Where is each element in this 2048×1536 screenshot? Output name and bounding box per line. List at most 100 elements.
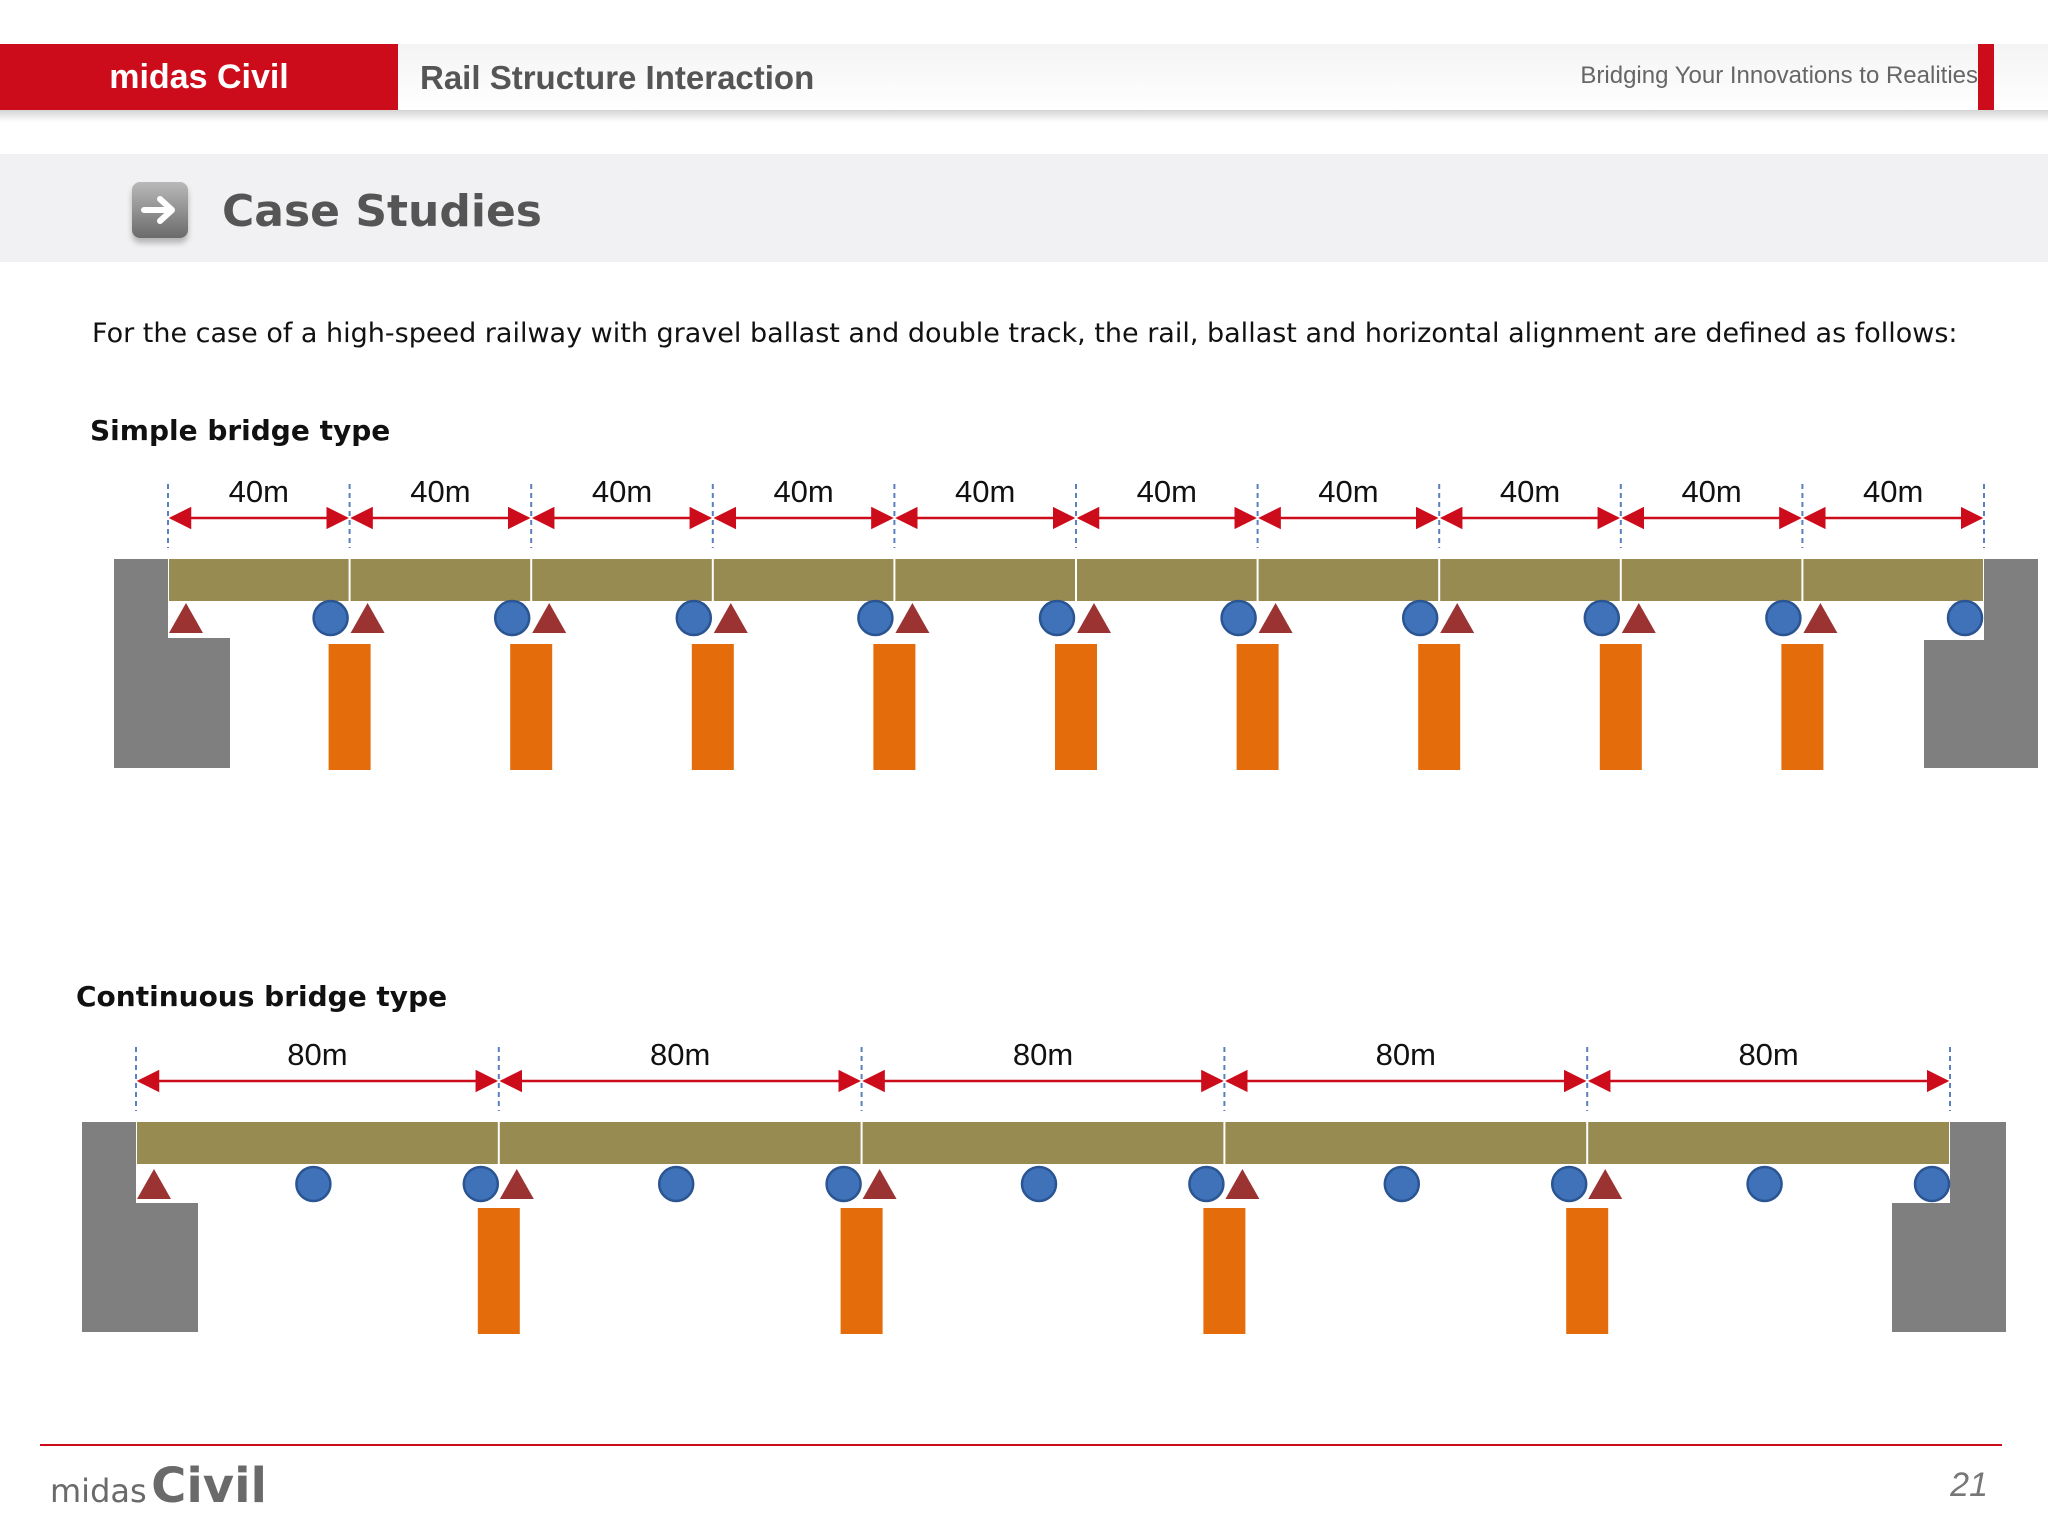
footer-divider — [40, 1444, 2002, 1446]
header-accent — [1978, 44, 1994, 110]
movable-bearing-circle — [1913, 1165, 1951, 1203]
span-length-label: 40m — [592, 474, 652, 509]
movable-bearing-circle — [1038, 599, 1076, 637]
span-length-label: 40m — [955, 474, 1015, 509]
deck-segment — [713, 559, 894, 601]
span-length-label: 40m — [410, 474, 470, 509]
pier — [1236, 644, 1279, 770]
fixed-bearing-triangle — [499, 1169, 534, 1199]
movable-bearing-circle — [462, 1165, 500, 1203]
deck-segment — [1440, 559, 1620, 601]
header-shadow — [0, 110, 2048, 122]
footer-logo: midas Civil — [50, 1458, 267, 1514]
fixed-bearing-triangle — [1077, 603, 1111, 633]
span-length-label: 80m — [1738, 1037, 1798, 1072]
fixed-bearing-triangle — [1225, 1169, 1260, 1199]
movable-bearing-circle — [1401, 599, 1439, 637]
fixed-bearing-triangle — [713, 603, 748, 633]
arrow-right-icon — [132, 182, 188, 238]
deck-segment — [862, 1122, 1224, 1164]
right-abutment — [1924, 559, 2038, 768]
deck-segment — [1258, 559, 1439, 601]
span-length-label: 40m — [229, 474, 289, 509]
fixed-bearing-triangle — [350, 603, 385, 633]
deck-segment — [895, 559, 1075, 601]
span-length-label: 40m — [773, 474, 833, 509]
movable-bearing-circle — [857, 599, 894, 637]
fixed-bearing-triangle — [169, 603, 203, 633]
tagline: Bridging Your Innovations to Realities — [1580, 62, 1978, 89]
deck-segment — [532, 559, 712, 601]
section-header-band — [0, 154, 2048, 262]
span-length-label: 40m — [1318, 474, 1378, 509]
fixed-bearing-triangle — [532, 603, 567, 633]
pier — [477, 1208, 520, 1334]
pier — [328, 644, 371, 770]
movable-bearing-circle — [295, 1165, 332, 1203]
span-length-label: 40m — [1500, 474, 1560, 509]
fixed-bearing-triangle — [1258, 603, 1293, 633]
simple-bridge-label: Simple bridge type — [90, 414, 391, 447]
intro-text: For the case of a high-speed railway wit… — [92, 318, 1958, 349]
pier — [510, 644, 553, 770]
fixed-bearing-triangle — [1803, 603, 1838, 633]
fixed-bearing-triangle — [1588, 1169, 1623, 1199]
pier — [1055, 644, 1097, 770]
span-length-label: 80m — [650, 1037, 710, 1072]
fixed-bearing-triangle — [862, 1169, 897, 1199]
deck-segment — [1803, 559, 1983, 601]
movable-bearing-circle — [1946, 599, 1984, 637]
movable-bearing-circle — [1220, 599, 1257, 637]
section-title: Case Studies — [222, 186, 542, 237]
movable-bearing-circle — [657, 1165, 695, 1203]
movable-bearing-circle — [493, 599, 531, 637]
simple-bridge-diagram: 40m 40m 40m 40m 40m 40m 40m 40m 40m 40m — [114, 474, 2038, 770]
continuous-bridge-diagram: 80m 80m 80m 80m 80m — [82, 1037, 2006, 1334]
movable-bearing-circle — [312, 599, 349, 637]
left-abutment — [82, 1122, 198, 1332]
movable-bearing-circle — [1020, 1165, 1058, 1203]
pier — [1203, 1208, 1246, 1334]
deck-segment — [1621, 559, 1802, 601]
pier — [1566, 1208, 1609, 1334]
fixed-bearing-triangle — [1621, 603, 1656, 633]
deck-segment — [137, 1122, 498, 1164]
deck-segment — [499, 1122, 861, 1164]
deck-segment — [350, 559, 531, 601]
movable-bearing-circle — [1765, 599, 1802, 637]
deck-segment — [1225, 1122, 1587, 1164]
span-length-label: 40m — [1863, 474, 1923, 509]
movable-bearing-circle — [1746, 1165, 1783, 1203]
span-length-label: 40m — [1681, 474, 1741, 509]
span-length-label: 80m — [1376, 1037, 1436, 1072]
right-abutment — [1892, 1122, 2006, 1332]
movable-bearing-circle — [1550, 1165, 1588, 1203]
movable-bearing-circle — [675, 599, 713, 637]
pier — [1418, 644, 1461, 770]
pier — [1781, 644, 1824, 770]
pier — [873, 644, 916, 770]
document-title: Rail Structure Interaction — [420, 59, 815, 96]
fixed-bearing-triangle — [895, 603, 930, 633]
movable-bearing-circle — [1383, 1165, 1421, 1203]
footer-logo-big: Civil — [151, 1458, 267, 1514]
page-number: 21 — [1950, 1466, 1988, 1504]
brand-logo: midas Civil — [0, 44, 398, 110]
deck-segment — [169, 559, 349, 601]
movable-bearing-circle — [1583, 599, 1621, 637]
left-abutment — [114, 559, 230, 768]
footer-logo-small: midas — [50, 1472, 147, 1510]
fixed-bearing-triangle — [137, 1169, 171, 1199]
movable-bearing-circle — [825, 1165, 862, 1203]
deck-segment — [1077, 559, 1257, 601]
continuous-bridge-label: Continuous bridge type — [76, 980, 448, 1013]
pier — [1599, 644, 1642, 770]
deck-segment — [1588, 1122, 1949, 1164]
span-length-label: 40m — [1137, 474, 1197, 509]
span-length-label: 80m — [1013, 1037, 1073, 1072]
movable-bearing-circle — [1188, 1165, 1225, 1203]
pier — [840, 1208, 883, 1334]
pier — [691, 644, 734, 770]
fixed-bearing-triangle — [1440, 603, 1475, 633]
